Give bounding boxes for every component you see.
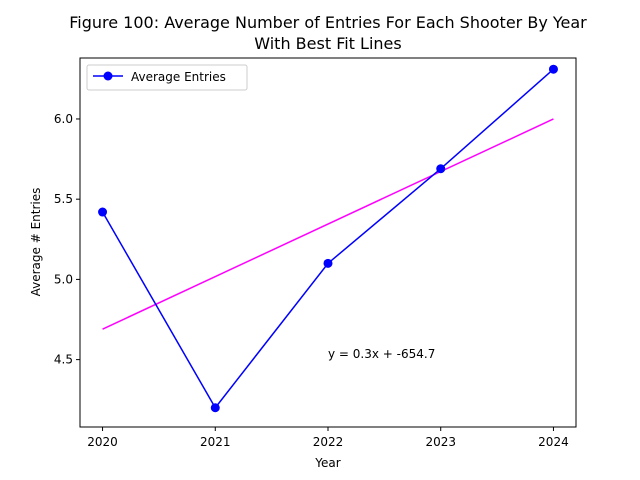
- x-axis: 2020 2021 2022 2023 2024: [87, 427, 569, 449]
- chart-title-line-1: Figure 100: Average Number of Entries Fo…: [69, 13, 587, 32]
- data-point: [548, 64, 558, 74]
- series-points: [98, 64, 558, 413]
- plot-area: [79, 57, 577, 428]
- data-point: [98, 207, 108, 217]
- y-tick-label: 4.5: [54, 353, 73, 367]
- chart-title-line-2: With Best Fit Lines: [254, 34, 401, 53]
- x-tick-label: 2020: [87, 435, 118, 449]
- legend-marker-sample: [103, 71, 113, 81]
- y-tick-label: 5.0: [54, 272, 73, 286]
- data-point: [323, 258, 333, 268]
- x-axis-label: Year: [314, 456, 340, 470]
- x-tick-label: 2023: [425, 435, 456, 449]
- y-tick-label: 6.0: [54, 112, 73, 126]
- y-axis-label: Average # Entries: [29, 188, 43, 297]
- best-fit-line: [102, 118, 554, 330]
- data-point: [436, 164, 446, 174]
- x-tick-label: 2022: [313, 435, 344, 449]
- legend: Average Entries: [86, 64, 248, 91]
- y-tick-label: 5.5: [54, 192, 73, 206]
- x-tick-label: 2021: [200, 435, 231, 449]
- data-point: [210, 403, 220, 413]
- x-tick-label: 2024: [538, 435, 569, 449]
- legend-entry-average-entries: Average Entries: [131, 70, 226, 84]
- fit-equation-annotation: y = 0.3x + -654.7: [328, 347, 435, 361]
- legend-box: [86, 64, 248, 91]
- y-axis: 4.5 5.0 5.5 6.0: [54, 112, 80, 367]
